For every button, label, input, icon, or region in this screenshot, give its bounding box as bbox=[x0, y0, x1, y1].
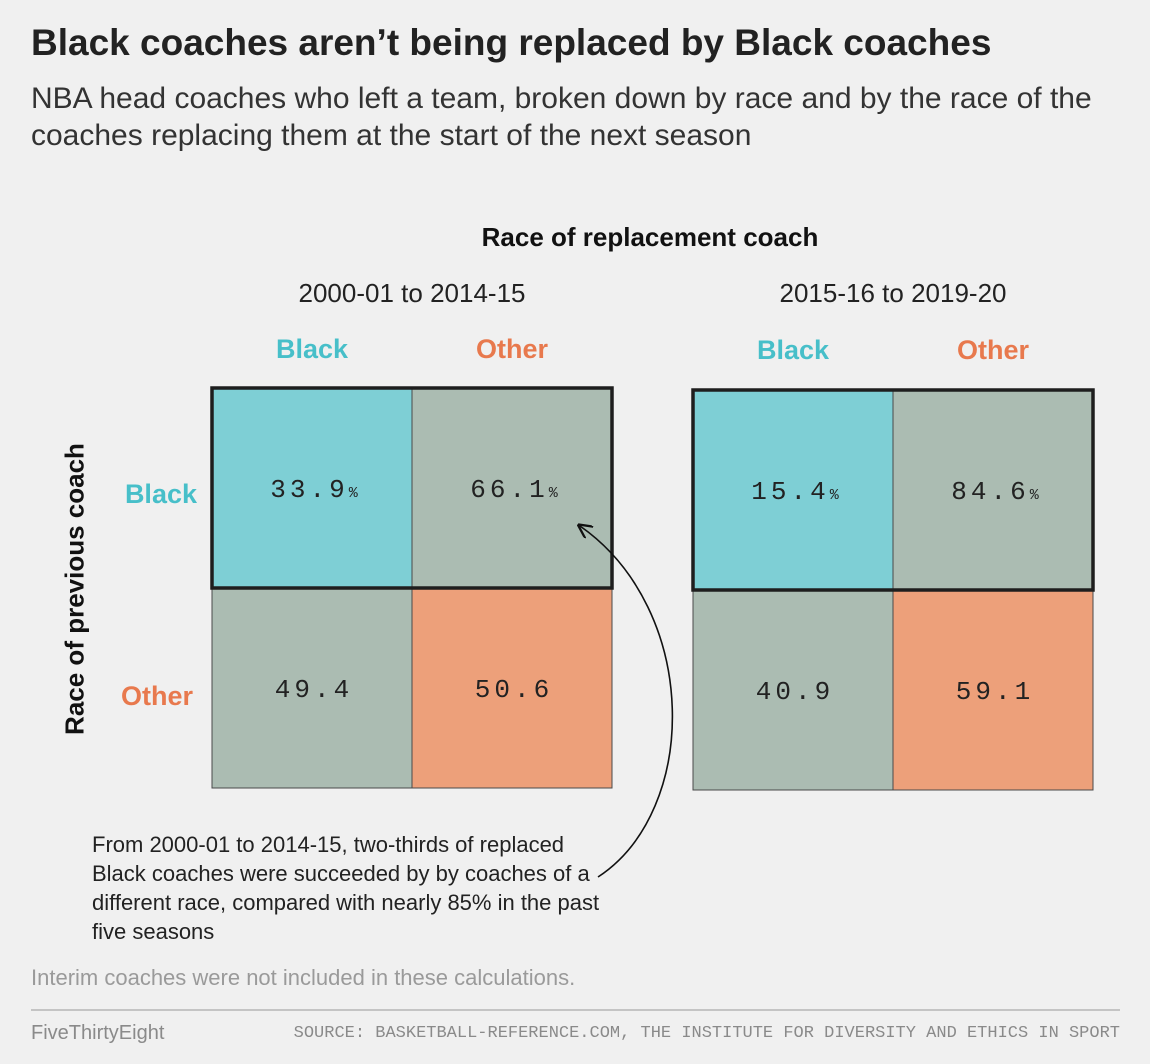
panel-2-value-other-to-black: 40.9 bbox=[756, 677, 834, 707]
annotation-arrow bbox=[580, 526, 674, 878]
panel-2-cell-black-to-other bbox=[892, 389, 1094, 591]
panel-1-value-black-to-other: 66.1% bbox=[470, 475, 558, 505]
panel-1-col-header-black: Black bbox=[275, 334, 349, 364]
panel-1-value-black-to-black: 33.9% bbox=[270, 475, 358, 505]
source-credit: SOURCE: BASKETBALL-REFERENCE.COM, THE IN… bbox=[293, 1024, 1120, 1043]
chart-title: Black coaches aren’t being replaced by B… bbox=[31, 22, 992, 63]
chart-subtitle: NBA head coaches who left a team, broken… bbox=[31, 82, 1092, 152]
panel-1-cell-black-to-other bbox=[411, 387, 613, 589]
panel-2-col-header-other: Other bbox=[956, 335, 1029, 365]
row-header-black: Black bbox=[124, 479, 197, 509]
panel-2-cell-other-to-other bbox=[892, 589, 1094, 791]
column-axis-title: Race of replacement coach bbox=[481, 222, 819, 252]
panel-2-value-black-to-black: 15.4% bbox=[751, 477, 839, 507]
panel-1-cell-other-to-black bbox=[211, 587, 413, 789]
panel-1-cell-other-to-other bbox=[411, 587, 613, 789]
row-header-other: Other bbox=[120, 681, 193, 711]
panel-1-value-other-to-other: 50.6 bbox=[475, 675, 553, 705]
panel-1-title: 2000-01 to 2014-15 bbox=[298, 278, 526, 308]
panel-1-cell-black-to-black bbox=[211, 387, 413, 589]
panel-2-cell-black-to-black bbox=[692, 389, 894, 591]
panel-2-value-black-to-other: 84.6% bbox=[951, 477, 1039, 507]
panel-1-highlight-box bbox=[210, 386, 614, 590]
annotation-text: From 2000-01 to 2014-15, two-thirds of r… bbox=[92, 832, 600, 944]
brand-name: FiveThirtyEight bbox=[31, 1022, 165, 1044]
panel-2-value-other-to-other: 59.1 bbox=[956, 677, 1034, 707]
panel-2-title: 2015-16 to 2019-20 bbox=[779, 278, 1007, 308]
panel-1-col-header-other: Other bbox=[475, 334, 548, 364]
panel-2-cell-other-to-black bbox=[692, 589, 894, 791]
footnote: Interim coaches were not included in the… bbox=[31, 965, 576, 990]
panel-2-highlight-box bbox=[691, 388, 1095, 592]
panel-2-col-header-black: Black bbox=[756, 335, 830, 365]
panel-1-value-other-to-black: 49.4 bbox=[275, 675, 353, 705]
footer-divider bbox=[31, 1009, 1120, 1011]
